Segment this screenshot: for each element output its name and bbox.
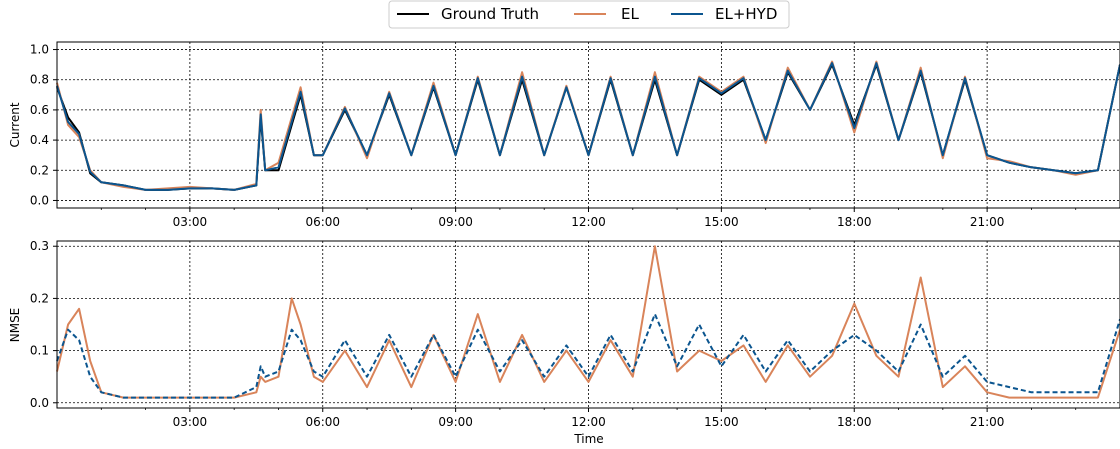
legend: Ground Truth EL EL+HYD [388,0,790,29]
y-tick-label: 0.3 [30,239,49,253]
x-tick-label: 21:00 [970,415,1005,429]
top-series [56,60,1120,191]
x-tick-label: 09:00 [438,215,473,229]
y-tick-label: 0.1 [30,344,49,358]
y-tick-label: 1.0 [30,43,49,57]
bottom-gridlines [57,241,1120,408]
y-tick-label: 0.2 [30,163,49,177]
y-tick-label: 0.6 [30,103,49,117]
x-tick-label: 03:00 [173,215,208,229]
top-panel: 0.0 0.2 0.4 0.6 0.8 1.0 03:00 06:00 09:00 12:00 1… [8,41,1120,229]
bottom-panel: 0.0 0.1 0.2 0.3 03:00 06:00 09:00 12:00 15:00 18… [8,239,1120,446]
x-tick-label: 18:00 [837,215,872,229]
legend-label-el-hyd: EL+HYD [715,5,777,23]
bottom-y-axis-label: NMSE [8,308,22,343]
bottom-series [56,245,1120,399]
top-x-ticks: 03:00 06:00 09:00 12:00 15:00 18:00 21:00 [100,208,1077,229]
x-tick-label: 18:00 [837,415,872,429]
top-gridlines [57,42,1120,208]
x-tick-label: 15:00 [704,415,739,429]
x-tick-label: 12:00 [571,215,606,229]
y-tick-label: 0.0 [30,396,49,410]
y-tick-label: 0.2 [30,291,49,305]
y-tick-label: 0.8 [30,73,49,87]
bottom-x-ticks: 03:00 06:00 09:00 12:00 15:00 18:00 21:00 [100,408,1077,429]
legend-label-ground-truth: Ground Truth [441,5,539,23]
series-el-hyd-line [56,62,1120,191]
bottom-y-ticks: 0.0 0.1 0.2 0.3 [30,239,57,410]
x-axis-label: Time [573,432,603,446]
top-y-axis-label: Current [8,102,22,147]
x-tick-label: 09:00 [438,415,473,429]
x-tick-label: 21:00 [970,215,1005,229]
x-tick-label: 06:00 [305,215,340,229]
series-el-hyd-line [56,313,1120,399]
top-y-ticks: 0.0 0.2 0.4 0.6 0.8 1.0 [30,43,57,207]
x-tick-label: 03:00 [173,415,208,429]
x-tick-label: 15:00 [704,215,739,229]
legend-label-el: EL [621,5,639,23]
y-tick-label: 0.0 [30,193,49,207]
x-tick-label: 06:00 [305,415,340,429]
y-tick-label: 0.4 [30,133,49,147]
x-tick-label: 12:00 [571,415,606,429]
